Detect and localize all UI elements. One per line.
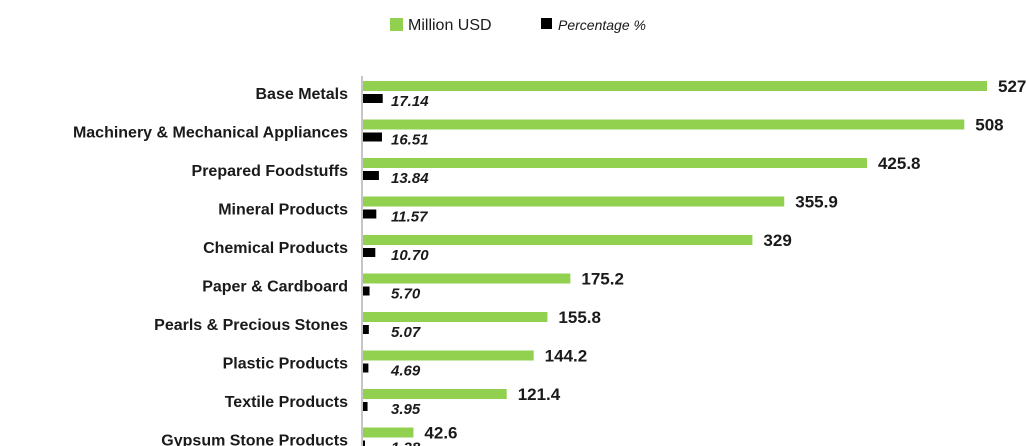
value-label-percentage-textile-products: 3.95 (391, 401, 421, 418)
bar-percentage-textile-products (363, 402, 368, 411)
value-label-percentage-gypsum-stone-products: 1.38 (391, 440, 421, 446)
bar-million-usd-base-metals (363, 81, 987, 91)
value-label-percentage-plastic-products: 4.69 (390, 363, 421, 380)
value-label-million-usd-gypsum-stone-products: 42.6 (424, 424, 457, 443)
bar-million-usd-textile-products (363, 389, 507, 399)
value-label-million-usd-paper-cardboard: 175.2 (581, 270, 624, 289)
bar-million-usd-plastic-products (363, 350, 534, 361)
bar-percentage-mineral-products (363, 209, 377, 219)
value-label-percentage-machinery-mechanical-appliances: 16.51 (391, 132, 429, 149)
bar-million-usd-pearls-precious-stones (363, 312, 548, 322)
category-label-pearls-precious-stones: Pearls & Precious Stones (154, 317, 348, 334)
bar-percentage-paper-cardboard (363, 286, 370, 296)
value-label-million-usd-machinery-mechanical-appliances: 508 (975, 116, 1003, 135)
bar-percentage-machinery-mechanical-appliances (363, 132, 382, 142)
bar-percentage-base-metals (363, 94, 383, 103)
category-label-gypsum-stone-products: Gypsum Stone Products (161, 433, 348, 446)
bar-percentage-pearls-precious-stones (363, 325, 369, 334)
category-label-plastic-products: Plastic Products (223, 356, 348, 373)
plot-area: Base Metals 527.2 17.14 Machinery & Mechani… (73, 77, 1026, 446)
value-label-million-usd-mineral-products: 355.9 (795, 193, 838, 212)
category-label-mineral-products: Mineral Products (218, 202, 348, 219)
value-label-million-usd-prepared-foodstuffs: 425.8 (878, 154, 921, 173)
value-label-percentage-chemical-products: 10.70 (391, 247, 429, 264)
value-label-million-usd-chemical-products: 329 (763, 231, 791, 250)
category-label-chemical-products: Chemical Products (203, 240, 348, 257)
category-label-paper-cardboard: Paper & Cardboard (202, 279, 348, 296)
value-label-percentage-base-metals: 17.14 (391, 93, 429, 110)
category-label-prepared-foodstuffs: Prepared Foodstuffs (192, 163, 349, 180)
value-label-million-usd-pearls-precious-stones: 155.8 (558, 308, 601, 327)
bar-percentage-plastic-products (363, 363, 369, 373)
value-label-million-usd-base-metals: 527.2 (998, 77, 1026, 96)
bar-percentage-chemical-products (363, 248, 376, 257)
value-label-percentage-prepared-foodstuffs: 13.84 (391, 170, 429, 187)
value-label-million-usd-textile-products: 121.4 (518, 385, 561, 404)
chart-legend: Million USD Percentage % (390, 17, 646, 34)
bar-percentage-prepared-foodstuffs (363, 171, 379, 180)
legend-swatch-million-usd (390, 18, 403, 31)
value-label-million-usd-plastic-products: 144.2 (545, 347, 588, 366)
category-label-textile-products: Textile Products (225, 394, 348, 411)
category-label-base-metals: Base Metals (256, 86, 349, 103)
legend-label-percentage: Percentage % (558, 17, 646, 33)
legend-label-million-usd: Million USD (408, 17, 492, 34)
bar-percentage-gypsum-stone-products (363, 440, 365, 446)
bar-million-usd-machinery-mechanical-appliances (363, 119, 965, 130)
bar-million-usd-paper-cardboard (363, 273, 571, 284)
value-label-percentage-mineral-products: 11.57 (391, 209, 428, 226)
category-label-machinery-mechanical-appliances: Machinery & Mechanical Appliances (73, 125, 348, 142)
bar-million-usd-chemical-products (363, 235, 753, 245)
value-label-percentage-pearls-precious-stones: 5.07 (391, 324, 421, 341)
bar-million-usd-prepared-foodstuffs (363, 158, 867, 168)
bar-million-usd-mineral-products (363, 196, 785, 207)
value-label-percentage-paper-cardboard: 5.70 (391, 286, 421, 303)
bar-million-usd-gypsum-stone-products (363, 427, 414, 438)
legend-swatch-percentage (541, 18, 552, 29)
